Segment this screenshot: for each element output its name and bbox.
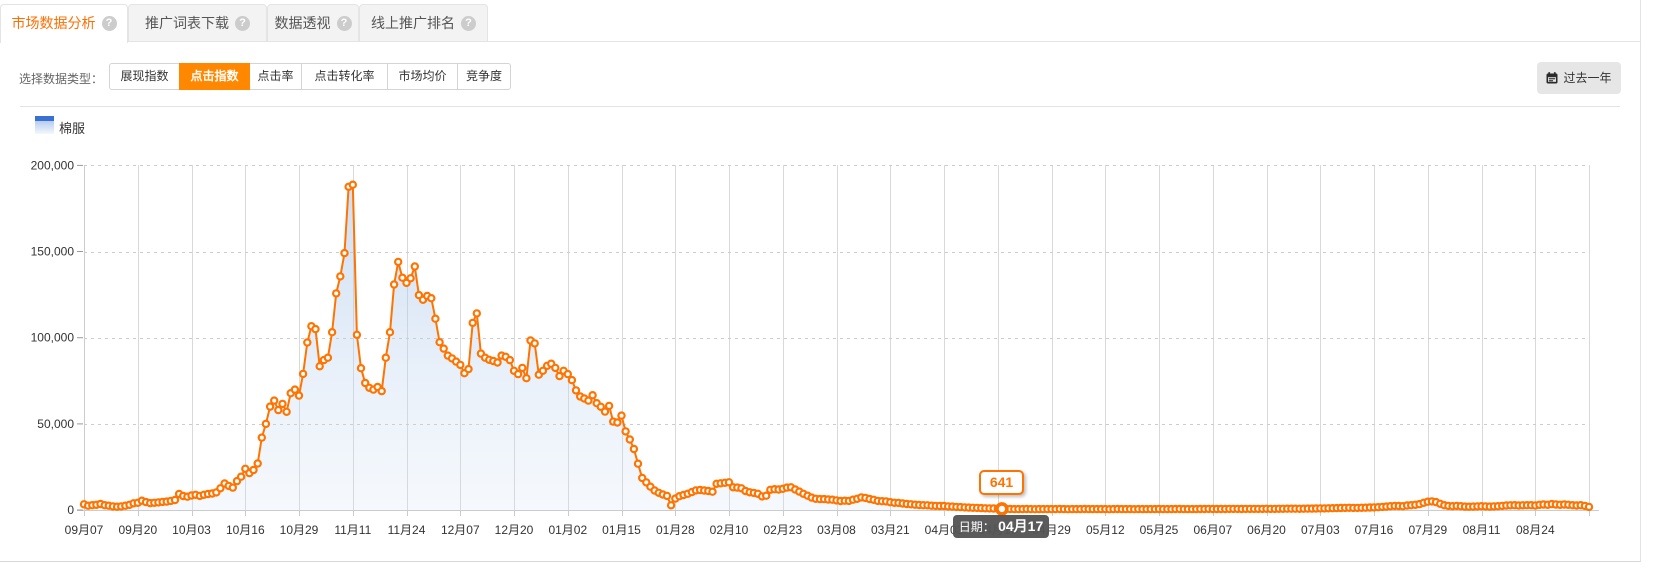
svg-text:08月24: 08月24 bbox=[1516, 523, 1555, 537]
svg-text:03月08: 03月08 bbox=[817, 523, 856, 537]
svg-text:05月25: 05月25 bbox=[1140, 523, 1179, 537]
svg-text:02月10: 02月10 bbox=[710, 523, 749, 537]
svg-text:03月21: 03月21 bbox=[871, 523, 910, 537]
svg-text:07月16: 07月16 bbox=[1355, 523, 1394, 537]
svg-text:08月11: 08月11 bbox=[1463, 523, 1501, 537]
svg-text:10月03: 10月03 bbox=[172, 523, 211, 537]
svg-text:12月20: 12月20 bbox=[495, 523, 534, 537]
svg-text:11月11: 11月11 bbox=[334, 523, 371, 537]
svg-text:12月07: 12月07 bbox=[441, 523, 480, 537]
svg-text:10月29: 10月29 bbox=[280, 523, 319, 537]
svg-text:02月23: 02月23 bbox=[763, 523, 802, 537]
svg-text:06月07: 06月07 bbox=[1193, 523, 1232, 537]
svg-text:50,000: 50,000 bbox=[37, 417, 74, 431]
svg-text:0: 0 bbox=[67, 503, 74, 517]
svg-text:09月20: 09月20 bbox=[118, 523, 157, 537]
svg-text:01月15: 01月15 bbox=[602, 523, 641, 537]
svg-text:06月20: 06月20 bbox=[1247, 523, 1286, 537]
svg-text:09月07: 09月07 bbox=[65, 523, 104, 537]
svg-text:05月12: 05月12 bbox=[1086, 523, 1125, 537]
svg-text:10月16: 10月16 bbox=[226, 523, 265, 537]
svg-text:07月03: 07月03 bbox=[1301, 523, 1340, 537]
svg-text:100,000: 100,000 bbox=[31, 331, 75, 345]
svg-text:200,000: 200,000 bbox=[31, 158, 75, 172]
svg-text:01月28: 01月28 bbox=[656, 523, 695, 537]
svg-text:01月02: 01月02 bbox=[548, 523, 587, 537]
svg-text:07月29: 07月29 bbox=[1408, 523, 1447, 537]
svg-text:150,000: 150,000 bbox=[31, 245, 75, 259]
svg-text:11月24: 11月24 bbox=[388, 523, 426, 537]
